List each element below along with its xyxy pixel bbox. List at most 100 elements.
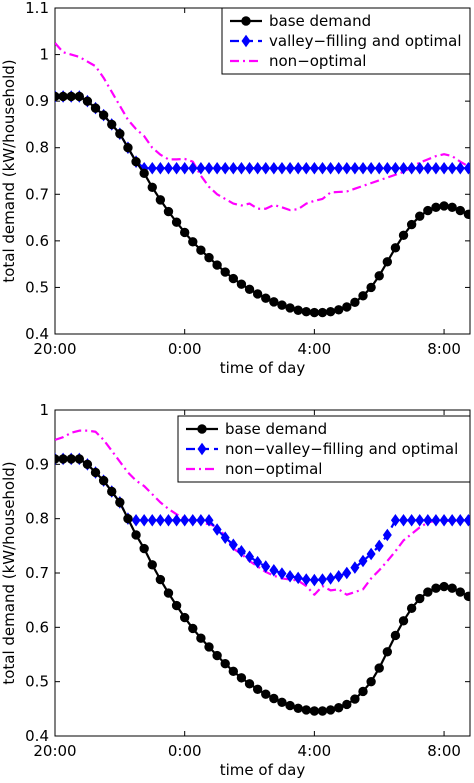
data-point: [277, 567, 287, 580]
data-point: [147, 161, 157, 175]
data-point: [131, 530, 141, 540]
data-point: [58, 454, 68, 464]
data-point: [155, 514, 165, 527]
data-point: [179, 612, 190, 623]
series-2: [55, 90, 470, 175]
data-point: [90, 467, 101, 478]
legend-label: valley−filling and optimal: [269, 32, 462, 50]
data-point: [439, 161, 449, 175]
data-point: [407, 514, 417, 527]
legend-marker: [241, 34, 251, 48]
series-1: [55, 454, 470, 716]
data-point: [415, 211, 425, 221]
data-point: [407, 161, 417, 175]
y-tick-label: 0.7: [25, 185, 49, 203]
data-point: [455, 161, 465, 175]
data-point: [439, 201, 449, 211]
data-point: [447, 583, 457, 593]
x-tick-label: 8:00: [427, 340, 461, 358]
data-point: [431, 514, 441, 527]
x-tick-label: 8:00: [427, 742, 461, 760]
data-point: [236, 673, 247, 683]
data-point: [236, 279, 247, 289]
data-point: [196, 245, 206, 255]
data-point: [358, 554, 368, 568]
data-point: [463, 591, 470, 602]
data-point: [245, 161, 255, 175]
data-point: [285, 303, 295, 313]
data-point: [406, 603, 417, 614]
y-tick-label: 0.6: [25, 232, 49, 250]
data-point: [115, 129, 125, 139]
legend-box: [177, 415, 471, 483]
data-point: [98, 475, 109, 486]
series-line: [55, 457, 469, 713]
data-point: [147, 182, 157, 193]
data-point: [188, 623, 198, 634]
data-point: [66, 454, 76, 464]
data-point: [277, 697, 287, 708]
x-axis-label: time of day: [220, 761, 306, 779]
data-point: [333, 305, 344, 315]
data-point: [115, 497, 125, 508]
data-point: [390, 243, 401, 253]
data-point: [350, 694, 360, 704]
data-point: [236, 545, 246, 558]
chart-2: 0.4 0.5 0.6 0.7 0.8 0.9 1 20:00 0:00 4:00 8:00 time…: [0, 401, 471, 779]
data-point: [374, 663, 384, 673]
data-point: [228, 273, 239, 284]
y-axis-label: total demand (kW/household): [0, 59, 18, 282]
data-point: [163, 588, 174, 598]
data-point: [123, 143, 133, 153]
y-tick-label: 1.1: [25, 0, 49, 17]
data-point: [366, 676, 376, 687]
legend-label: non−valley−filling and optimal: [225, 440, 458, 458]
legend-label: non−optimal: [225, 460, 322, 478]
data-point: [269, 161, 279, 175]
data-point: [285, 161, 295, 175]
data-point: [326, 572, 336, 585]
data-point: [188, 514, 198, 527]
data-point: [58, 91, 68, 102]
data-point: [301, 705, 311, 715]
data-point: [342, 566, 352, 580]
data-point: [399, 514, 409, 527]
data-point: [212, 523, 222, 536]
data-point: [350, 297, 360, 308]
data-point: [253, 161, 263, 175]
data-point: [374, 271, 384, 281]
data-point: [155, 574, 166, 585]
y-tick-label: 1: [39, 46, 49, 64]
data-point: [334, 570, 344, 583]
data-point: [277, 161, 287, 175]
data-point: [74, 91, 85, 102]
data-point: [309, 573, 319, 587]
data-point: [455, 587, 465, 597]
data-point: [253, 555, 263, 569]
data-point: [228, 161, 238, 175]
data-point: [139, 514, 149, 527]
x-tick-label: 4:00: [298, 742, 332, 760]
data-point: [220, 659, 230, 669]
data-point: [261, 560, 271, 573]
x-axis-label: time of day: [220, 359, 306, 377]
data-point: [261, 689, 271, 699]
data-point: [342, 302, 352, 312]
data-point: [439, 514, 449, 527]
data-point: [123, 513, 133, 524]
data-point: [423, 587, 433, 597]
data-point: [317, 706, 328, 716]
x-tick-label: 20:00: [33, 340, 76, 358]
data-point: [309, 161, 319, 175]
legend: base demand valley−filling and optimal non…: [221, 7, 471, 75]
data-point: [212, 650, 222, 661]
data-point: [55, 454, 60, 464]
data-point: [382, 647, 393, 657]
data-point: [66, 91, 76, 102]
data-point: [447, 202, 457, 213]
x-tick-label: 0:00: [168, 742, 202, 760]
data-point: [317, 307, 328, 318]
data-point: [301, 161, 311, 175]
data-point: [366, 547, 376, 561]
